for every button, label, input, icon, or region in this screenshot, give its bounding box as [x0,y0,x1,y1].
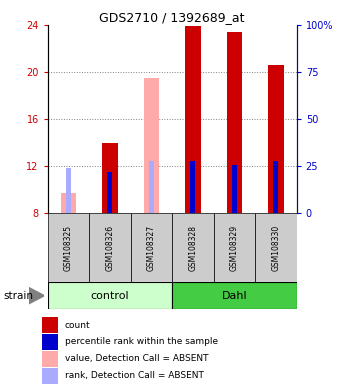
Bar [66,169,71,213]
Text: GSM108326: GSM108326 [105,225,115,271]
Bar [102,142,118,213]
Text: count: count [65,321,90,330]
Text: GSM108325: GSM108325 [64,225,73,271]
Text: GSM108330: GSM108330 [271,225,280,271]
Bar [255,213,297,282]
Bar [42,334,58,350]
Bar [149,161,154,213]
Bar [268,65,284,213]
Text: GSM108329: GSM108329 [230,225,239,271]
Bar [131,213,172,282]
Bar [144,78,159,213]
Text: control: control [91,291,129,301]
Bar [232,165,237,213]
Bar [42,367,58,384]
Bar [42,351,58,367]
Text: percentile rank within the sample: percentile rank within the sample [65,338,218,346]
Text: GSM108328: GSM108328 [189,225,197,271]
Bar [48,213,89,282]
Text: rank, Detection Call = ABSENT: rank, Detection Call = ABSENT [65,371,204,380]
Bar [42,317,58,333]
Bar [185,26,201,213]
Text: strain: strain [3,291,33,301]
Bar [226,32,242,213]
Bar [89,213,131,282]
Text: value, Detection Call = ABSENT: value, Detection Call = ABSENT [65,354,208,363]
Text: Dahl: Dahl [222,291,247,301]
Title: GDS2710 / 1392689_at: GDS2710 / 1392689_at [100,11,245,24]
Text: GSM108327: GSM108327 [147,225,156,271]
Bar [214,213,255,282]
Bar [191,161,195,213]
Bar [107,172,113,213]
Bar [172,213,214,282]
Bar [48,282,172,309]
Bar [172,282,297,309]
Bar [273,161,278,213]
Bar [61,193,76,213]
Polygon shape [29,288,44,304]
